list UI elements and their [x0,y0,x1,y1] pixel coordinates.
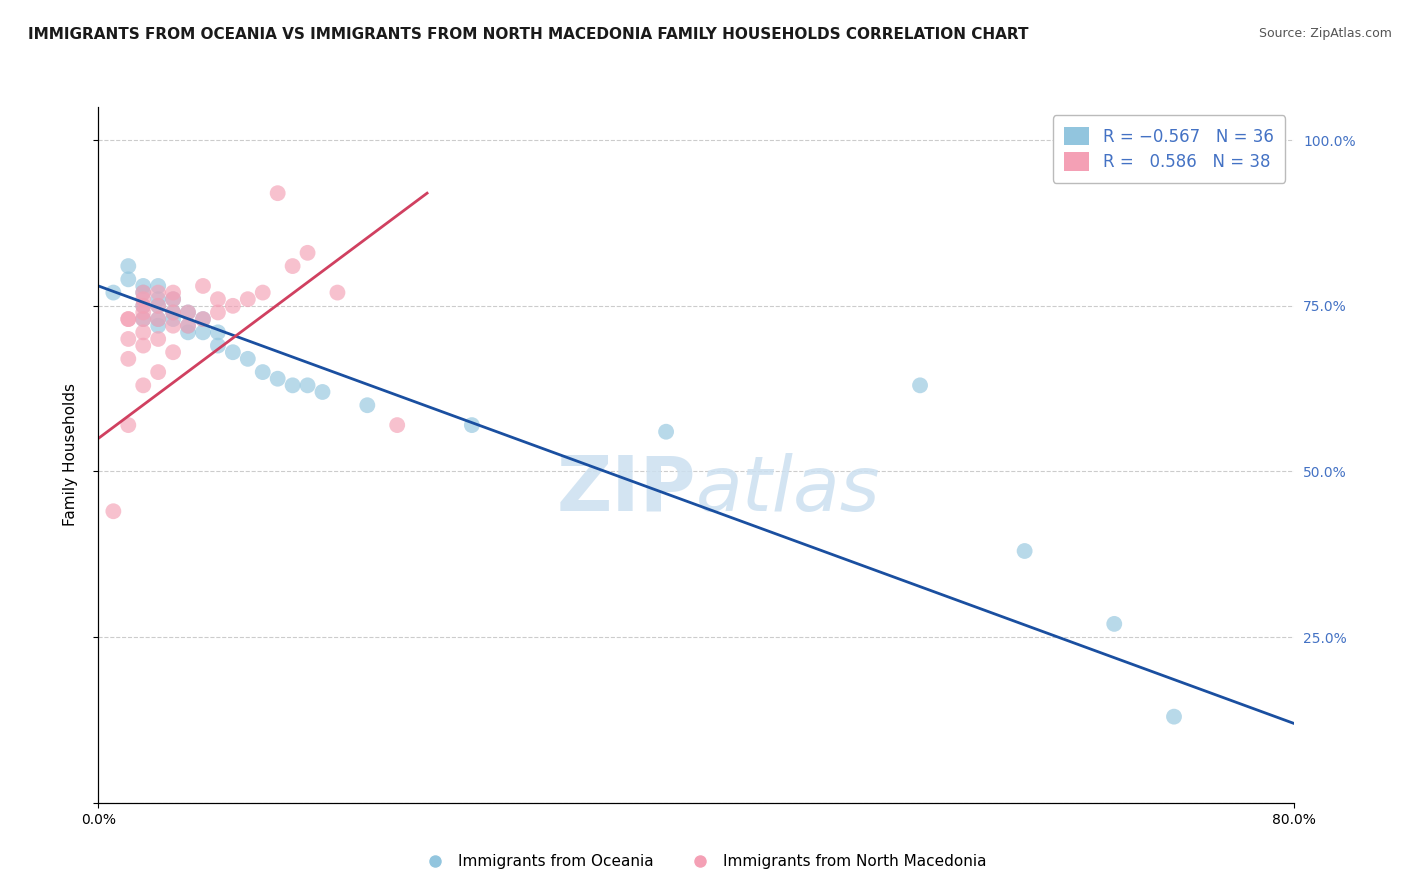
Point [222,299,245,313]
Point [461,418,484,433]
Point [177,305,200,319]
Point [148,318,170,333]
Point [191,326,214,340]
Point [148,299,170,313]
Point [117,351,139,366]
Point [191,312,214,326]
Point [162,312,184,326]
Point [132,378,155,392]
Text: IMMIGRANTS FROM OCEANIA VS IMMIGRANTS FROM NORTH MACEDONIA FAMILY HOUSEHOLDS COR: IMMIGRANTS FROM OCEANIA VS IMMIGRANTS FR… [28,27,1029,42]
Point [132,292,155,306]
Point [148,332,170,346]
Point [148,365,170,379]
Point [132,312,155,326]
Point [148,312,170,326]
Point [267,186,290,201]
Point [148,279,170,293]
Point [311,384,333,399]
Point [1014,544,1036,558]
Point [191,312,214,326]
Point [207,326,229,340]
Point [252,365,274,379]
Point [117,312,139,326]
Point [281,378,304,392]
Text: ZIP: ZIP [557,453,696,526]
Text: Source: ZipAtlas.com: Source: ZipAtlas.com [1258,27,1392,40]
Point [326,285,349,300]
Point [117,332,139,346]
Point [162,285,184,300]
Point [103,504,125,518]
Point [117,418,139,433]
Point [207,292,229,306]
Point [236,292,259,306]
Point [148,312,170,326]
Point [162,345,184,359]
Point [297,245,319,260]
Point [236,351,259,366]
Point [117,312,139,326]
Point [908,378,931,392]
Point [132,326,155,340]
Point [148,285,170,300]
Point [191,279,214,293]
Point [132,299,155,313]
Point [162,305,184,319]
Text: atlas: atlas [696,453,880,526]
Point [132,285,155,300]
Point [1104,616,1126,631]
Point [132,312,155,326]
Point [132,285,155,300]
Legend: R = −0.567   N = 36, R =   0.586   N = 38: R = −0.567 N = 36, R = 0.586 N = 38 [1053,115,1285,183]
Point [162,292,184,306]
Point [103,285,125,300]
Point [281,259,304,273]
Point [148,299,170,313]
Point [132,299,155,313]
Point [252,285,274,300]
Point [132,279,155,293]
Point [207,305,229,319]
Y-axis label: Family Households: Family Households [63,384,77,526]
Point [177,305,200,319]
Point [356,398,378,412]
Point [1163,709,1185,723]
Legend: Immigrants from Oceania, Immigrants from North Macedonia: Immigrants from Oceania, Immigrants from… [413,848,993,875]
Point [132,338,155,352]
Point [385,418,409,433]
Point [132,305,155,319]
Point [117,272,139,286]
Point [162,292,184,306]
Point [162,305,184,319]
Point [267,372,290,386]
Point [655,425,678,439]
Point [117,259,139,273]
Point [207,338,229,352]
Point [297,378,319,392]
Point [177,326,200,340]
Point [177,318,200,333]
Point [222,345,245,359]
Point [148,292,170,306]
Point [177,318,200,333]
Point [162,318,184,333]
